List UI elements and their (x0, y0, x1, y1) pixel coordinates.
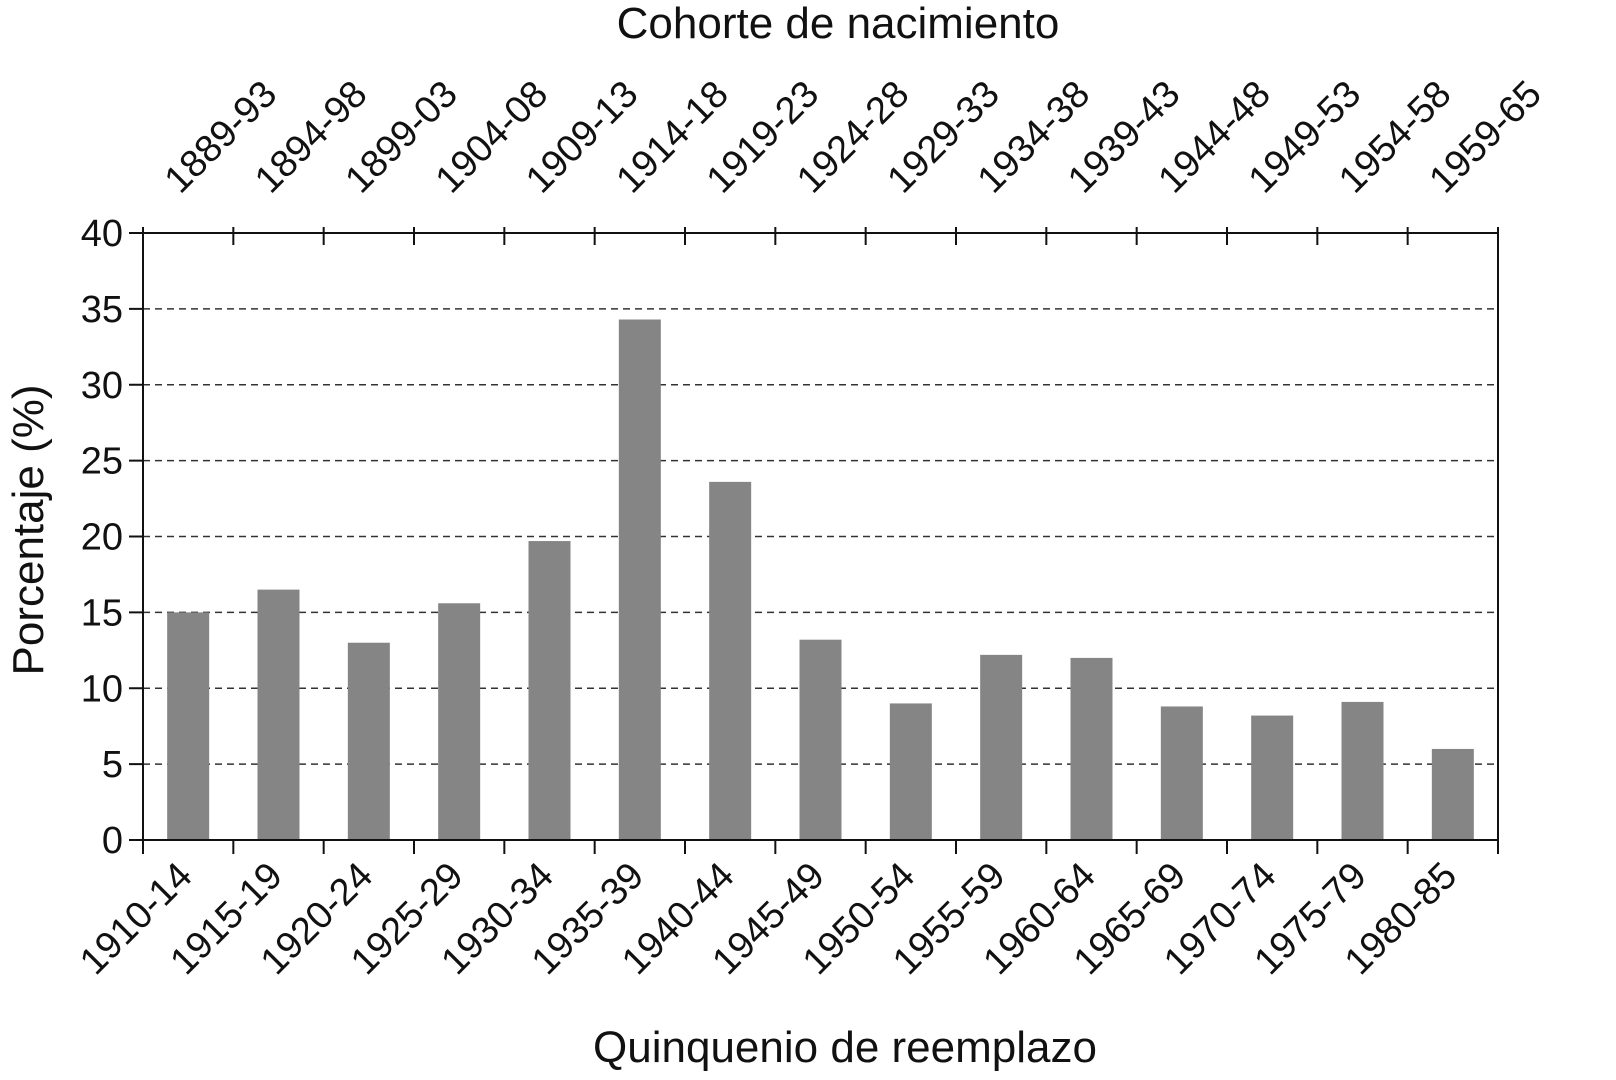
tick-labels: 05101520253035401910-141915-191920-24192… (72, 73, 1550, 983)
y-tick-label: 15 (81, 592, 123, 634)
bars (167, 319, 1474, 840)
bar-1970-74 (1251, 715, 1294, 840)
bar-1955-59 (980, 654, 1023, 840)
bar-1910-14 (167, 612, 210, 840)
bar-1950-54 (889, 703, 932, 840)
y-tick-label: 40 (81, 213, 123, 255)
chart-title: Cohorte de nacimiento (617, 0, 1060, 48)
y-axis-title: Porcentaje (%) (4, 384, 53, 675)
y-tick-label: 10 (81, 668, 123, 710)
bar-1965-69 (1160, 706, 1203, 840)
axes (129, 227, 1499, 854)
y-tick-label: 25 (81, 441, 123, 483)
bar-1960-64 (1070, 657, 1113, 840)
bar-1935-39 (618, 319, 661, 840)
bar-1920-24 (347, 642, 390, 840)
y-tick-label: 5 (102, 744, 123, 786)
bar-1980-85 (1431, 748, 1474, 840)
x-axis-title: Quinquenio de reemplazo (593, 1023, 1097, 1072)
bar-1975-79 (1341, 701, 1384, 840)
bar-1925-29 (438, 603, 481, 840)
bar-1915-19 (257, 589, 300, 840)
y-tick-label: 20 (81, 517, 123, 559)
y-tick-label: 35 (81, 289, 123, 331)
y-tick-label: 0 (102, 820, 123, 862)
plot-frame (142, 232, 1499, 841)
bar-1945-49 (799, 639, 842, 840)
y-tick-label: 30 (81, 365, 123, 407)
bar-1940-44 (709, 481, 752, 840)
bar-1930-34 (528, 541, 571, 840)
